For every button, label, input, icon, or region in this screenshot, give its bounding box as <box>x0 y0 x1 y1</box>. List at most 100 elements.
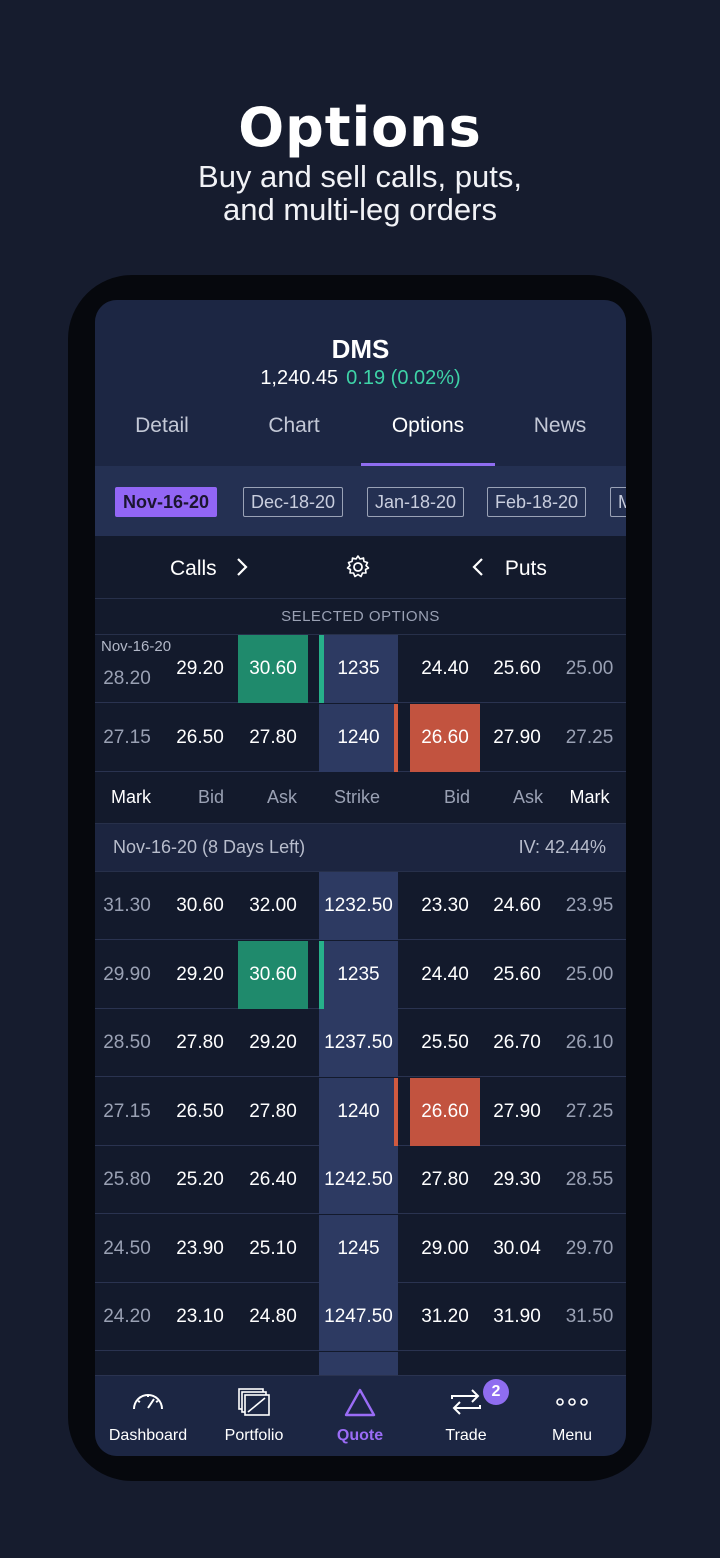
put-bid-cell[interactable]: 23.30 <box>421 895 469 916</box>
put-ask-cell[interactable]: 30.04 <box>493 1237 541 1259</box>
hero-subtitle-line-2: and multi-leg orders <box>223 192 497 227</box>
option-row[interactable]: 25.80 25.20 26.40 1242.50 27.80 29.30 28.55 <box>95 1146 626 1214</box>
call-ask-cell[interactable]: 24.80 <box>249 1306 297 1327</box>
call-bid-cell[interactable]: 30.60 <box>176 895 224 916</box>
put-ask-cell[interactable]: 27.90 <box>493 1100 541 1122</box>
price-line: 1,240.45 0.19 (0.02%) <box>95 367 626 390</box>
put-selection-marker <box>394 703 398 772</box>
call-ask-cell[interactable]: 27.80 <box>249 1100 297 1122</box>
hero-subtitle: Buy and sell calls, puts, and multi-leg … <box>0 160 720 226</box>
put-ask-cell[interactable]: 27.90 <box>493 726 541 748</box>
call-bid-cell[interactable]: 29.20 <box>176 963 224 985</box>
put-mark-cell: 31.50 <box>565 1306 614 1327</box>
put-mark-cell: 29.70 <box>565 1237 614 1259</box>
option-row[interactable]: 24.50 23.90 25.10 1245 29.00 30.04 29.70 <box>95 1214 626 1283</box>
strike-column-bg <box>319 1009 398 1077</box>
column-header: Ask <box>512 787 543 807</box>
call-ask-cell[interactable]: 30.60 <box>249 658 297 679</box>
put-ask-cell[interactable]: 29.30 <box>493 1169 541 1190</box>
column-header: Mark <box>111 787 151 807</box>
call-ask-cell[interactable]: 29.20 <box>249 1032 297 1053</box>
put-ask-cell[interactable]: 25.60 <box>493 963 541 985</box>
put-ask-cell[interactable]: 26.70 <box>493 1032 541 1053</box>
puts-button[interactable]: Puts <box>471 557 547 581</box>
portfolio-icon <box>238 1388 270 1416</box>
settings-icon[interactable] <box>345 554 371 585</box>
expiration-chip[interactable]: Jan-18-20 <box>367 487 465 517</box>
call-mark-cell: 28.50 <box>103 1032 151 1053</box>
call-bid-cell[interactable]: 26.50 <box>176 1100 224 1122</box>
quote-header: DMS 1,240.45 0.19 (0.02%) Detail Chart Op… <box>95 300 626 466</box>
put-bid-cell[interactable]: 26.60 <box>421 1100 469 1122</box>
put-bid-cell[interactable]: 24.40 <box>421 963 469 985</box>
selected-call-highlight <box>238 635 308 703</box>
nav-label: Quote <box>336 1427 384 1444</box>
call-ask-cell[interactable]: 26.40 <box>249 1169 297 1190</box>
strike-column-bg <box>319 1214 398 1283</box>
expiration-chip[interactable]: Feb-18-20 <box>487 487 587 517</box>
tab-options[interactable]: Options <box>361 410 495 466</box>
put-bid-cell[interactable]: 31.20 <box>421 1306 469 1327</box>
nav-dashboard[interactable]: Dashboard <box>95 1376 201 1456</box>
nav-quote[interactable]: Quote <box>307 1376 413 1456</box>
put-bid-cell[interactable]: 29.00 <box>421 1237 469 1259</box>
call-bid-cell[interactable]: 23.10 <box>176 1306 224 1327</box>
nav-menu[interactable]: Menu <box>519 1376 625 1456</box>
call-ask-cell[interactable]: 25.10 <box>249 1237 297 1259</box>
selected-option-date: Nov-16-20 <box>101 638 172 655</box>
gauge-icon <box>133 1394 163 1410</box>
calls-label: Calls <box>170 557 217 580</box>
expiration-chip[interactable]: Dec-18-20 <box>243 487 344 517</box>
option-row[interactable]: 27.15 26.50 27.80 1240 26.60 27.90 27.25 <box>95 703 626 772</box>
call-bid-cell[interactable]: 23.90 <box>176 1237 224 1259</box>
nav-trade[interactable]: 2 Trade <box>413 1376 519 1456</box>
call-ask-cell[interactable]: 32.00 <box>249 895 297 916</box>
call-ask-cell[interactable]: 27.80 <box>249 726 297 748</box>
bottom-nav: Dashboard Portfolio Quote 2 Trade Menu <box>95 1375 626 1456</box>
tab-chart[interactable]: Chart <box>268 414 320 437</box>
option-row[interactable]: 28.20 29.20 30.60 1235 24.40 25.60 25.00 Nov-16… <box>95 635 626 703</box>
put-bid-cell[interactable]: 24.40 <box>421 658 469 679</box>
put-bid-cell[interactable]: 25.50 <box>421 1032 469 1053</box>
call-mark-cell: 25.80 <box>103 1169 151 1190</box>
call-selection-marker <box>319 635 324 703</box>
strike-cell: 1245 <box>337 1237 380 1259</box>
strike-column-bg <box>319 940 398 1009</box>
strike-column-bg <box>319 1146 398 1214</box>
option-row[interactable]: 31.30 30.60 32.00 1232.50 23.30 24.60 23.95 <box>95 872 626 940</box>
expiration-chip[interactable]: M <box>610 487 626 517</box>
put-bid-cell[interactable]: 26.60 <box>421 726 469 748</box>
call-bid-cell[interactable]: 26.50 <box>176 726 224 748</box>
option-row[interactable]: 29.90 29.20 30.60 1235 24.40 25.60 25.00 <box>95 940 626 1009</box>
call-bid-cell[interactable]: 29.20 <box>176 658 224 679</box>
tab-news[interactable]: News <box>533 414 587 437</box>
strike-column-bg <box>319 872 398 940</box>
put-mark-cell: 25.00 <box>565 963 614 985</box>
option-row[interactable]: 24.20 23.10 24.80 1247.50 31.20 31.90 31.50 <box>95 1283 626 1351</box>
calls-button[interactable]: Calls <box>170 557 249 581</box>
call-mark-cell: 31.30 <box>103 895 151 916</box>
hero-title: Options <box>238 96 482 159</box>
put-ask-cell[interactable]: 31.90 <box>493 1306 541 1327</box>
option-row[interactable]: 28.50 27.80 29.20 1237.50 25.50 26.70 26.10 <box>95 1009 626 1077</box>
trade-badge: 2 <box>483 1379 509 1405</box>
selected-put-highlight <box>410 703 480 772</box>
expiration-chip[interactable]: Nov-16-20 <box>115 487 218 517</box>
put-mark-cell: 25.00 <box>565 658 614 679</box>
put-ask-cell[interactable]: 24.60 <box>493 895 541 916</box>
column-header: Bid <box>443 787 470 807</box>
nav-portfolio[interactable]: Portfolio <box>201 1376 307 1456</box>
call-selection-marker <box>319 940 324 1009</box>
call-bid-cell[interactable]: 27.80 <box>176 1032 224 1053</box>
call-ask-cell[interactable]: 30.60 <box>249 963 297 985</box>
put-bid-cell[interactable]: 27.80 <box>421 1169 469 1190</box>
option-row[interactable]: 27.15 26.50 27.80 1240 26.60 27.90 27.25 <box>95 1077 626 1146</box>
put-ask-cell[interactable]: 25.60 <box>493 658 541 679</box>
chevron-right-icon <box>236 558 248 576</box>
call-mark-cell: 28.20 <box>103 668 151 689</box>
expiration-selector: Nov-16-20 Dec-18-20 Jan-18-20 Feb-18-20 … <box>95 466 626 536</box>
tab-detail[interactable]: Detail <box>135 414 189 437</box>
call-mark-cell: 27.15 <box>103 1100 151 1122</box>
call-bid-cell[interactable]: 25.20 <box>176 1169 224 1190</box>
nav-label: Portfolio <box>224 1427 284 1444</box>
